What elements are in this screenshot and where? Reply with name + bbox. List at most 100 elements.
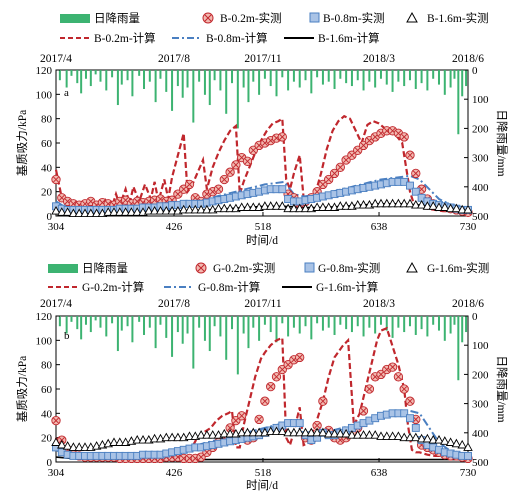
x-tick-label: 730: [460, 467, 477, 479]
rain-bar: [333, 316, 336, 335]
point-meas16: [155, 205, 166, 215]
legend-a: 日降雨量 B-0.2m-实测 B-0.8m-实测 B-1.6m-实测 B-0.2…: [60, 11, 489, 45]
point-meas02-cross: [407, 152, 413, 159]
point-meas02: [358, 140, 369, 151]
x-tick-label: 426: [166, 221, 183, 233]
point-meas16: [358, 430, 369, 439]
point-meas02-cross: [238, 412, 245, 419]
point-meas02: [173, 189, 183, 199]
rain-bar: [449, 316, 452, 334]
point-meas02-cross: [279, 133, 286, 140]
date-labels-b: 2017/4 2017/8 2017/11 2018/3 2018/6: [40, 298, 484, 310]
point-meas02: [277, 132, 287, 142]
x-tick-label: 518: [255, 467, 272, 479]
rain-bar: [465, 70, 468, 87]
point-meas02-cross: [227, 169, 234, 176]
y2-tick-label: 200: [472, 369, 489, 381]
rain-bar: [84, 316, 87, 325]
rain-bar: [225, 70, 228, 114]
point-meas02-cross: [256, 416, 263, 423]
rain-bar: [368, 70, 371, 82]
legend-b: 日降雨量 G-0.2m-实测 G-0.8m-实测 G-1.6m-实测 G-0.2…: [48, 261, 489, 294]
rain-bar: [321, 316, 324, 331]
point-meas16: [283, 427, 293, 437]
point-meas16: [248, 202, 259, 211]
rain-bar: [171, 316, 174, 357]
rain-bar: [84, 70, 87, 79]
legend-calc08-label: B-0.8m-计算: [206, 31, 268, 45]
point-meas16: [115, 437, 125, 446]
rain-bar: [379, 70, 382, 79]
panel-b: 日降雨量 G-0.2m-实测 G-0.8m-实测 G-1.6m-实测 G-0.2…: [16, 261, 509, 492]
rain-bar: [333, 70, 336, 89]
point-meas16: [190, 204, 201, 214]
rain-bar: [148, 316, 151, 328]
rain-bar: [258, 316, 261, 341]
point-meas16: [149, 433, 160, 443]
point-meas16: [323, 428, 334, 438]
rain-bar: [426, 316, 429, 337]
point-meas16: [178, 204, 189, 214]
rain-bar: [287, 70, 290, 91]
point-meas02: [329, 168, 340, 179]
rain-bar: [310, 316, 313, 340]
rain-bar: [443, 316, 446, 341]
point-meas16: [422, 433, 433, 443]
rain-bar: [426, 70, 429, 91]
point-meas08: [406, 414, 414, 423]
point-meas16: [225, 203, 235, 213]
point-meas02: [254, 414, 264, 425]
date-label: 2017/8: [158, 53, 190, 65]
point-meas02-cross: [412, 170, 419, 177]
point-meas02: [318, 396, 328, 406]
rain-bar: [58, 70, 61, 81]
point-meas08: [464, 451, 472, 460]
point-meas16: [428, 434, 438, 444]
rain-bar: [120, 70, 123, 85]
point-meas02-cross: [203, 449, 210, 456]
legend-rain-label: 日降雨量: [82, 261, 128, 275]
y-tick-label: 80: [41, 360, 53, 372]
rain-bar: [258, 70, 261, 95]
rain-bar: [408, 316, 411, 327]
rain-bar: [374, 316, 377, 334]
y-tick-label: 0: [47, 211, 53, 223]
rain-bar: [65, 316, 68, 334]
rain-bar: [126, 316, 129, 327]
point-meas02-cross: [395, 373, 402, 380]
rain-bar: [420, 316, 423, 330]
rain-bar: [231, 316, 234, 330]
point-meas16: [405, 198, 415, 208]
x-tick-label: 730: [460, 221, 477, 233]
rain-bar: [105, 316, 108, 337]
rain-bar: [356, 70, 359, 81]
rain-bar: [138, 70, 141, 76]
rain-bar: [281, 316, 284, 324]
rain-bar: [181, 70, 184, 98]
rain-bar: [126, 70, 129, 81]
plot-area-b: 0 20 40 60 80 100 120 0 100 200 300 400 500 304 426 518…: [36, 311, 490, 479]
date-label: 2017/8: [158, 298, 190, 310]
point-meas02-cross: [337, 164, 344, 171]
point-meas02: [324, 174, 334, 185]
point-meas16: [109, 207, 119, 216]
rain-bar: [385, 70, 388, 85]
point-meas16: [68, 442, 79, 451]
point-meas16: [341, 428, 351, 438]
point-meas02-cross: [227, 424, 234, 431]
rain-bar: [350, 70, 353, 87]
rain-bar: [321, 70, 324, 85]
point-meas16: [382, 431, 392, 440]
rain-bar: [225, 316, 228, 360]
rain-bar: [362, 316, 365, 337]
point-meas08: [411, 187, 420, 196]
rain-bar: [94, 316, 97, 321]
point-meas16: [207, 430, 218, 439]
point-meas02: [231, 160, 241, 170]
point-meas16: [161, 432, 172, 442]
rain-bar: [131, 70, 134, 97]
x-tick-label: 426: [166, 467, 183, 479]
point-meas02-cross: [285, 361, 292, 368]
point-meas16: [352, 430, 363, 439]
y2-tick-label: 400: [472, 428, 489, 440]
